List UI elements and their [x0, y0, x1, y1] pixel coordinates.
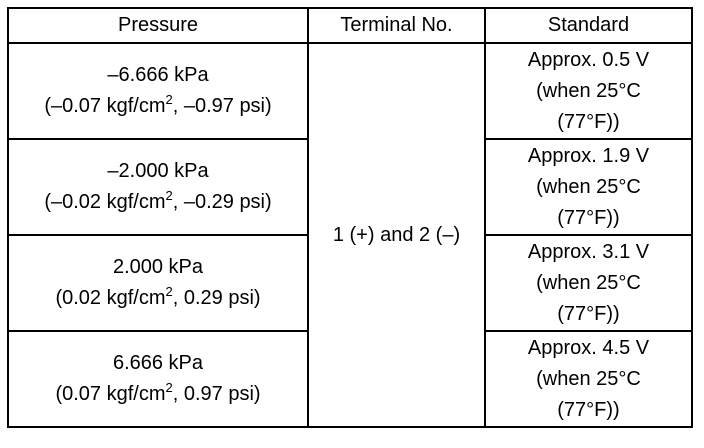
pressure-cell: 6.666 kPa (0.07 kgf/cm2, 0.97 psi) — [7, 330, 309, 428]
header-row: Pressure Terminal No. Standard — [7, 7, 693, 44]
standard-cell: Approx. 4.5 V (when 25°C (77°F)) — [484, 330, 693, 428]
standard-line: (77°F)) — [557, 110, 620, 133]
pressure-cell: –6.666 kPa (–0.07 kgf/cm2, –0.97 psi) — [7, 42, 309, 140]
standard-line: Approx. 4.5 V — [527, 336, 650, 359]
detail-text: , –0.29 psi) — [172, 191, 272, 213]
standard-line: (77°F)) — [557, 398, 620, 421]
detail-text: , 0.29 psi) — [172, 287, 261, 309]
detail-text: (–0.02 kgf/cm — [44, 191, 166, 213]
header-cell: Pressure — [7, 7, 309, 44]
table-row: 2.000 kPa (0.02 kgf/cm2, 0.29 psi) Approx.… — [7, 234, 693, 332]
detail-text: , –0.97 psi) — [172, 95, 272, 117]
detail-superscript: 2 — [165, 284, 173, 299]
detail-superscript: 2 — [165, 380, 173, 395]
standard-line: Approx. 0.5 V — [527, 48, 650, 71]
detail-text: , 0.97 psi) — [172, 383, 261, 405]
terminal-cell: 1 (+) and 2 (–) — [307, 42, 486, 428]
standard-line: Approx. 1.9 V — [527, 144, 650, 167]
pressure-detail: (0.02 kgf/cm2, 0.29 psi) — [9, 283, 307, 314]
table-row: –6.666 kPa (–0.07 kgf/cm2, –0.97 psi) 1 (+… — [7, 42, 693, 428]
standard-line: (when 25°C — [536, 175, 641, 198]
detail-superscript: 2 — [165, 92, 173, 107]
pressure-value: –2.000 kPa — [107, 160, 209, 182]
standard-cell: Approx. 0.5 V (when 25°C (77°F)) — [484, 42, 693, 140]
spec-table: Pressure Terminal No. Standard –6.666 kP… — [7, 7, 693, 428]
table-body: –6.666 kPa (–0.07 kgf/cm2, –0.97 psi) 1 (+… — [7, 42, 693, 428]
header-cell: Standard — [484, 7, 693, 44]
table-row: –2.000 kPa (–0.02 kgf/cm2, –0.29 psi) Appr… — [7, 138, 693, 236]
pressure-value: –6.666 kPa — [107, 64, 209, 86]
standard-line: (when 25°C — [536, 367, 641, 390]
pressure-detail: (0.07 kgf/cm2, 0.97 psi) — [9, 379, 307, 410]
standard-line: (77°F)) — [557, 302, 620, 325]
detail-text: (0.02 kgf/cm — [55, 287, 166, 309]
header-cell: Terminal No. — [307, 7, 486, 44]
detail-text: (–0.07 kgf/cm — [44, 95, 166, 117]
detail-superscript: 2 — [165, 188, 173, 203]
pressure-cell: –2.000 kPa (–0.02 kgf/cm2, –0.29 psi) — [7, 138, 309, 236]
pressure-detail: (–0.02 kgf/cm2, –0.29 psi) — [9, 187, 307, 218]
pressure-cell: 2.000 kPa (0.02 kgf/cm2, 0.29 psi) — [7, 234, 309, 332]
standard-cell: Approx. 1.9 V (when 25°C (77°F)) — [484, 138, 693, 236]
table-row: 6.666 kPa (0.07 kgf/cm2, 0.97 psi) Approx.… — [7, 330, 693, 428]
standard-cell: Approx. 3.1 V (when 25°C (77°F)) — [484, 234, 693, 332]
standard-line: (when 25°C — [536, 79, 641, 102]
standard-line: (77°F)) — [557, 206, 620, 229]
pressure-detail: (–0.07 kgf/cm2, –0.97 psi) — [9, 91, 307, 122]
detail-text: (0.07 kgf/cm — [55, 383, 166, 405]
standard-line: Approx. 3.1 V — [527, 240, 650, 263]
pressure-value: 2.000 kPa — [112, 256, 204, 278]
standard-line: (when 25°C — [536, 271, 641, 294]
pressure-value: 6.666 kPa — [112, 352, 204, 374]
